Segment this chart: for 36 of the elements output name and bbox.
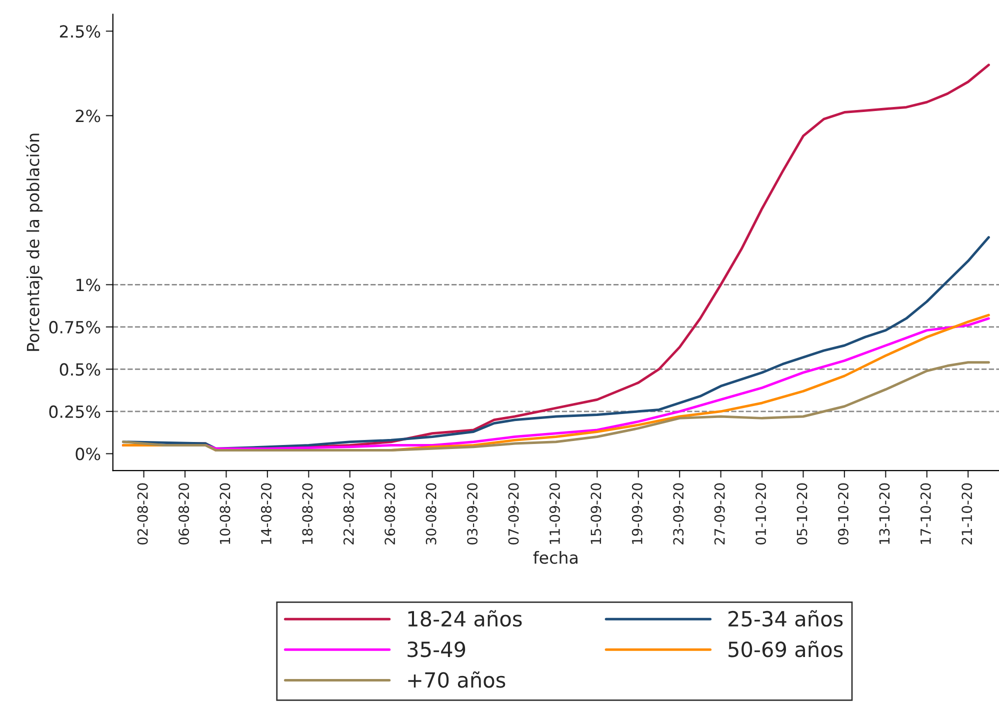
x-tick-label: 17-10-20 <box>920 483 931 544</box>
y-tick-label: 0.25% <box>49 405 100 418</box>
legend-label: 25-34 años <box>728 610 843 627</box>
x-tick-label: 07-09-20 <box>508 483 519 545</box>
x-tick-label: 21-10-20 <box>962 483 972 544</box>
y-tick-label: 2.5% <box>60 25 100 38</box>
y-tick-label: 0% <box>76 448 100 460</box>
y-tick-label: 0.75% <box>49 320 100 334</box>
x-tick-label: 03-09-20 <box>467 483 478 545</box>
x-tick-label: 02-08-20 <box>137 483 148 545</box>
legend-label: +70 años <box>408 671 506 688</box>
x-tick-label: 22-08-20 <box>343 483 354 544</box>
x-tick-label: 23-09-20 <box>673 483 684 544</box>
x-tick-label: 01-10-20 <box>756 483 766 545</box>
y-tick-label: 2% <box>76 110 100 122</box>
y-axis-title: Porcentaje de la población <box>26 134 43 351</box>
x-tick-label: 19-09-20 <box>632 483 642 544</box>
x-tick-label: 15-09-20 <box>590 483 602 544</box>
line-series <box>122 361 990 452</box>
x-tick-label: 27-09-20 <box>714 483 725 544</box>
x-tick-label: 06-08-20 <box>178 483 190 545</box>
x-tick-label: 09-10-20 <box>838 483 848 545</box>
x-tick-label: 14-08-20 <box>260 483 272 544</box>
legend-label: 50-69 años <box>728 640 843 658</box>
x-tick-label: 10-08-20 <box>220 483 230 544</box>
x-tick-label: 18-08-20 <box>302 483 313 544</box>
x-tick-label: 13-10-20 <box>879 483 890 544</box>
y-tick-label: 1% <box>76 278 100 292</box>
x-tick-label: 05-10-20 <box>796 483 808 545</box>
x-tick-label: 26-08-20 <box>384 483 396 544</box>
legend-label: 18-24 años <box>408 610 522 627</box>
x-axis-title: fecha <box>533 550 578 564</box>
legend-label: 35-49 <box>408 641 466 658</box>
x-tick-label: 30-08-20 <box>426 483 436 544</box>
y-tick-label: 0.5% <box>60 363 100 376</box>
x-tick-label: 11-09-20 <box>549 483 560 544</box>
